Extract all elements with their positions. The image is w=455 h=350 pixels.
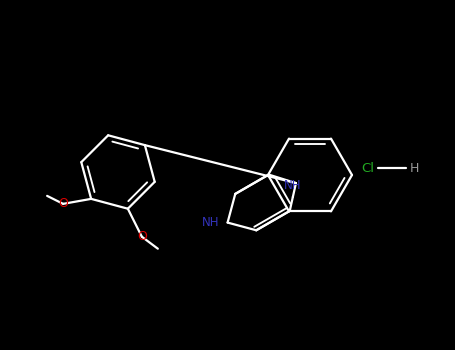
Text: Cl: Cl — [361, 161, 374, 175]
Text: O: O — [137, 230, 147, 243]
Text: NH: NH — [284, 178, 302, 191]
Text: NH: NH — [202, 216, 220, 229]
Text: H: H — [410, 161, 420, 175]
Text: O: O — [58, 197, 68, 210]
